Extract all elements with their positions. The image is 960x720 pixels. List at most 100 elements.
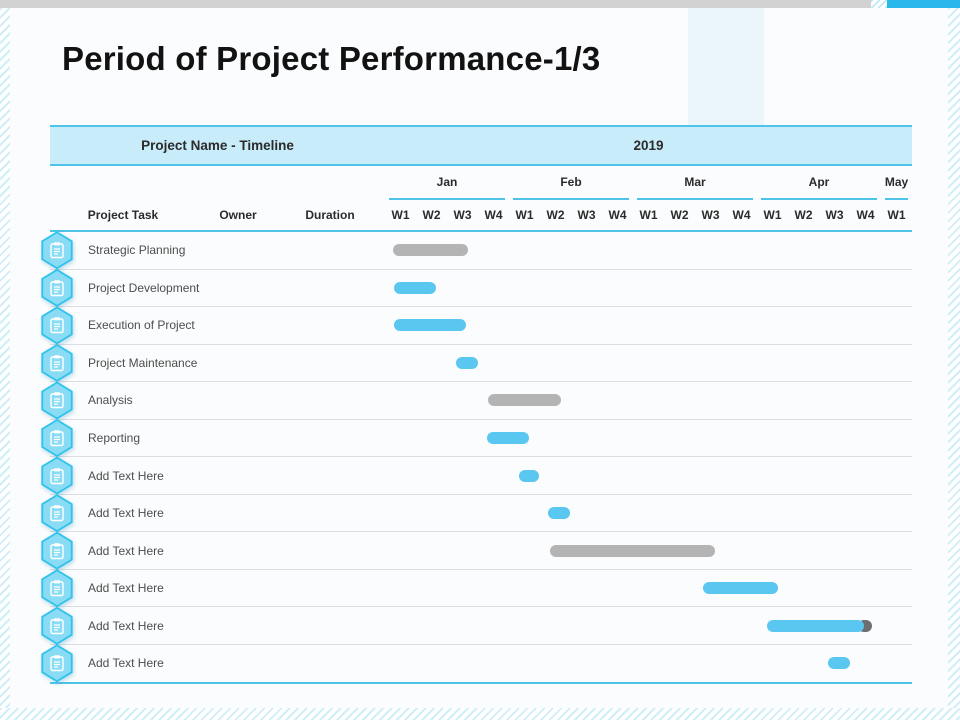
month-group: Jan (385, 166, 509, 200)
week-header-row: Project Task Owner Duration W1 W2 W3 W4 W1 W2… (50, 200, 912, 232)
week-label: W1 (639, 208, 658, 222)
week-label: W3 (825, 208, 844, 222)
project-name-timeline-header: Project Name - Timeline (141, 138, 294, 153)
table-row: Add Text Here (41, 644, 912, 683)
owner-column-header: Owner (219, 208, 257, 222)
week-label: W3 (453, 208, 472, 222)
gantt-bar-fill (550, 544, 715, 557)
task-label: Add Text Here (88, 618, 164, 633)
gantt-bar (394, 281, 436, 294)
gantt-bar-fill (519, 469, 539, 482)
task-label: Execution of Project (88, 318, 195, 333)
month-underline (513, 198, 629, 200)
month-underline (885, 198, 908, 200)
month-label: Feb (560, 175, 582, 189)
task-label: Project Maintenance (88, 355, 198, 370)
week-label: W3 (577, 208, 596, 222)
task-rows: Strategic Planning Project Development (41, 231, 912, 684)
week-label: W4 (608, 208, 627, 222)
month-underline (637, 198, 753, 200)
task-label: Reporting (88, 431, 141, 445)
month-group: May (881, 166, 912, 200)
clipboard-icon (40, 456, 74, 495)
report-icon (40, 343, 74, 382)
week-label: W4 (856, 208, 875, 222)
document-settings-icon (40, 306, 74, 345)
gantt-bar (548, 507, 570, 520)
gantt-bar-fill (767, 619, 864, 632)
month-label: Mar (684, 175, 706, 189)
bottom-striped-border (0, 708, 960, 720)
document-gear-icon (40, 268, 74, 307)
gantt-bar (456, 356, 478, 369)
task-label: Add Text Here (88, 506, 164, 521)
week-label: W3 (701, 208, 720, 222)
table-row: Add Text Here (41, 456, 912, 495)
duration-column-header: Duration (305, 208, 355, 222)
gantt-bar-fill (548, 507, 570, 520)
strategy-screen-icon (40, 231, 74, 270)
gantt-bar-fill (488, 394, 561, 407)
week-label: W1 (887, 208, 906, 222)
background-accent-band (688, 8, 764, 126)
table-header-row: Project Name - Timeline 2019 (50, 125, 912, 166)
clipboard-icon (40, 606, 74, 645)
task-label: Analysis (88, 393, 133, 408)
gantt-bar (488, 394, 561, 407)
slide-title: Period of Project Performance-1/3 (62, 40, 601, 77)
task-label: Add Text Here (88, 581, 164, 596)
table-row: Add Text Here (41, 569, 912, 608)
month-label: Apr (808, 175, 830, 189)
gantt-bar (487, 432, 529, 444)
year-header: 2019 (633, 138, 664, 153)
clipboard-icon (40, 531, 74, 570)
month-group: Feb (509, 166, 633, 200)
week-label: W2 (422, 208, 441, 222)
top-band-cyan (887, 0, 960, 8)
project-task-column-header: Project Task (87, 208, 159, 222)
week-label: W4 (732, 208, 751, 222)
gantt-bar (703, 582, 778, 595)
task-label: Add Text Here (88, 468, 164, 483)
week-label: W1 (763, 208, 782, 222)
table-row: Add Text Here (41, 531, 912, 570)
gantt-bar (550, 544, 715, 557)
gantt-bar (394, 319, 466, 332)
gantt-bar (828, 657, 850, 670)
month-label: May (884, 175, 909, 189)
top-band-gray (0, 0, 873, 8)
gantt-bar-fill (703, 582, 778, 595)
gantt-bar (519, 469, 539, 482)
right-striped-border (948, 8, 960, 720)
week-row-cells: W1 W2 W3 W4 W1 W2 W3 W4 W1 W2 W3 W4 W1 W2 W3 W4 W1 (385, 200, 912, 230)
table-row: Add Text Here (41, 606, 912, 646)
month-row: Jan Feb Mar Apr May (50, 166, 912, 200)
gantt-bar-fill (394, 281, 436, 294)
week-label: W1 (391, 208, 410, 222)
clipboard-check-icon (40, 419, 74, 457)
task-label: Add Text Here (88, 543, 164, 558)
clipboard-icon (40, 569, 74, 608)
table-row: Project Development (41, 268, 912, 308)
left-striped-border (0, 8, 10, 720)
gantt-bar (767, 619, 872, 632)
month-group: Apr (757, 166, 881, 200)
table-row: Add Text Here (41, 494, 912, 533)
week-label: W1 (515, 208, 534, 222)
table-row: Project Maintenance (41, 343, 912, 383)
task-label: Add Text Here (88, 656, 164, 671)
month-underline (389, 198, 505, 200)
month-underline (761, 198, 877, 200)
table-row: Analysis (41, 381, 912, 420)
gantt-bar-fill (393, 244, 468, 257)
gantt-bar-fill (456, 356, 478, 369)
table-row: Reporting (41, 419, 912, 458)
month-group: Mar (633, 166, 757, 200)
gantt-bar-fill (487, 432, 529, 444)
table-row: Strategic Planning (41, 231, 912, 270)
table-row: Execution of Project (41, 306, 912, 345)
gantt-bar-fill (394, 319, 466, 332)
month-label: Jan (436, 175, 458, 189)
task-label: Strategic Planning (88, 243, 186, 258)
week-label: W4 (484, 208, 503, 222)
